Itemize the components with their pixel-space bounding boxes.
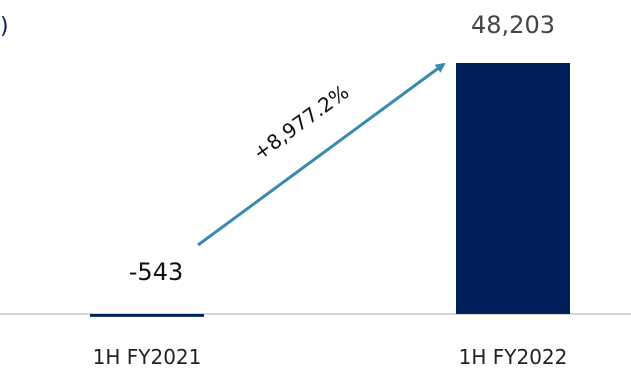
title-fragment: )	[0, 14, 9, 39]
value-label-1h-fy2021: -543	[129, 258, 183, 286]
x-tick-label-1h-fy2022: 1H FY2022	[459, 345, 568, 369]
value-label-1h-fy2022: 48,203	[471, 11, 555, 39]
growth-annotation: +8,977.2%	[248, 80, 353, 165]
growth-arrow	[197, 62, 446, 247]
bar-1h-fy2021	[90, 314, 204, 317]
x-tick-label-1h-fy2021: 1H FY2021	[93, 345, 202, 369]
bar-1h-fy2022	[456, 63, 570, 314]
